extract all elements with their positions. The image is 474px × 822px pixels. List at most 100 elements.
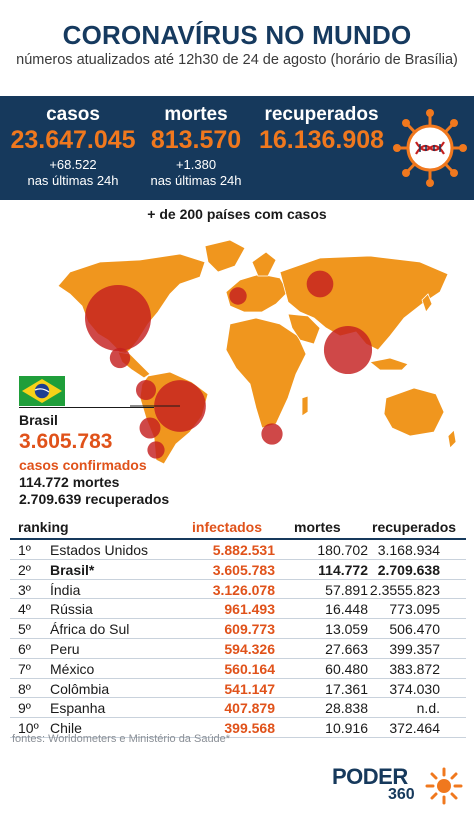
- infectados-cell: 541.147: [224, 680, 275, 697]
- landmass-japan: [421, 293, 433, 313]
- country-cell: Peru: [50, 640, 80, 657]
- mortes-cell: 10.916: [325, 720, 368, 737]
- stat-mortes-label: mortes: [164, 104, 228, 125]
- totals-banner: casos 23.647.045 +68.522 nas últimas 24h…: [0, 96, 474, 200]
- brasil-cases: 3.605.783: [19, 430, 113, 453]
- table-row: 6º Peru 594.326 27.663 399.357: [10, 639, 466, 659]
- stat-mortes: mortes 813.570 +1.380 nas últimas 24h: [142, 96, 250, 189]
- country-cell: Estados Unidos: [50, 542, 149, 558]
- header-mortes: mortes: [294, 519, 341, 535]
- table-row: 2º Brasil* 3.605.783 114.772 2.709.638: [10, 560, 466, 580]
- brasil-callout-line: [19, 407, 154, 408]
- recuperados-cell: 3.168.934: [377, 542, 440, 558]
- sun-icon: [425, 767, 463, 805]
- mortes-cell: 114.772: [318, 561, 368, 578]
- mortes-cell: 16.448: [325, 601, 368, 618]
- mortes-cell: 27.663: [325, 640, 368, 657]
- bubble-peru: [139, 417, 161, 439]
- bubble-r-ssia: [306, 270, 334, 298]
- stat-recuperados-value: 16.136.908: [258, 126, 385, 154]
- case-bubbles: [85, 270, 373, 459]
- brasil-recovered: 2.709.639 recuperados: [19, 491, 170, 507]
- landmass-new-zealand: [447, 429, 457, 449]
- poder360-logo: PODER 360: [332, 764, 466, 814]
- stat-mortes-value: 813.570: [150, 126, 242, 154]
- landmass-africa: [225, 317, 307, 429]
- rank-cell: 4º: [18, 601, 31, 618]
- ranking-table-body: 1º Estados Unidos 5.882.531 180.702 3.168.93…: [10, 540, 466, 738]
- infectados-cell: 3.605.783: [212, 561, 275, 578]
- recuperados-cell: 2.709.638: [377, 561, 440, 578]
- logo-word: PODER: [332, 764, 408, 789]
- mortes-cell: 57.891: [325, 581, 368, 598]
- virus-icon: [393, 109, 467, 187]
- rank-cell: 6º: [18, 640, 31, 657]
- recuperados-cell: 383.872: [389, 660, 440, 677]
- brasil-deaths: 114.772 mortes: [19, 474, 120, 490]
- table-row: 4º Rússia 961.493 16.448 773.095: [10, 599, 466, 620]
- bubble--ndia: [323, 325, 373, 375]
- mortes-cell: 17.361: [325, 680, 368, 697]
- sources-note: fontes: Worldometers e Ministério da Saú…: [12, 733, 231, 745]
- stat-recuperados: recuperados 16.136.908: [254, 96, 389, 154]
- mortes-cell: 60.480: [325, 660, 368, 677]
- table-row: 9º Espanha 407.879 28.838 n.d.: [10, 698, 466, 719]
- bubble-col-mbia: [135, 379, 157, 401]
- stat-casos: casos 23.647.045 +68.522 nas últimas 24h: [8, 96, 138, 189]
- countries-count: + de 200 países com casos: [147, 206, 327, 222]
- rank-cell: 5º: [18, 621, 31, 638]
- bubble-m-xico: [109, 347, 131, 369]
- bubble-estados-unidos: [85, 285, 151, 351]
- table-row: 5º África do Sul 609.773 13.059 506.470: [10, 619, 466, 639]
- rank-cell: 2º: [18, 561, 31, 578]
- stat-casos-value: 23.647.045: [10, 126, 136, 154]
- country-cell: Espanha: [50, 700, 106, 717]
- infectados-cell: 594.326: [224, 640, 275, 657]
- ranking-table: ranking infectados mortes recuperados 1º…: [10, 518, 466, 738]
- recuperados-cell: 506.470: [389, 621, 440, 638]
- page-subtitle: números atualizados até 12h30 de 24 de a…: [16, 52, 458, 68]
- brasil-name: Brasil: [19, 412, 58, 428]
- header-infectados: infectados: [192, 519, 263, 535]
- recuperados-cell: 374.030: [389, 680, 440, 697]
- page-title: CORONAVÍRUS NO MUNDO: [62, 20, 412, 50]
- header-recuperados: recuperados: [372, 519, 457, 535]
- brazil-flag-icon: [19, 376, 65, 406]
- mortes-cell: 180.702: [317, 542, 368, 558]
- infectados-cell: 961.493: [224, 601, 275, 618]
- country-cell: África do Sul: [50, 621, 130, 638]
- country-cell: Chile: [50, 720, 82, 737]
- table-row: 8º Colômbia 541.147 17.361 374.030: [10, 679, 466, 699]
- table-row: 3º Índia 3.126.078 57.891 2.3555.823: [10, 580, 466, 600]
- bubble-chile: [147, 441, 165, 459]
- landmass-scandinavia: [251, 251, 277, 277]
- landmass-greenland: [204, 239, 246, 273]
- stat-mortes-delta: +1.380: [175, 157, 217, 172]
- table-row: 10º Chile 399.568 10.916 372.464: [10, 718, 466, 738]
- infectados-cell: 560.164: [224, 660, 275, 677]
- landmass-madagascar: [301, 395, 309, 417]
- infectados-cell: 5.882.531: [212, 542, 275, 558]
- bubble--frica-do-sul: [261, 423, 283, 445]
- logo-number: 360: [388, 786, 415, 803]
- recuperados-cell: n.d.: [416, 700, 440, 717]
- stat-recuperados-label: recuperados: [264, 104, 379, 125]
- country-cell: Brasil*: [50, 561, 95, 578]
- recuperados-cell: 372.464: [389, 720, 440, 737]
- rank-cell: 7º: [18, 660, 31, 677]
- landmass-southeast-asia: [369, 357, 409, 371]
- infectados-cell: 399.568: [224, 720, 275, 737]
- stat-casos-label: casos: [46, 104, 100, 125]
- rank-cell: 1º: [18, 542, 31, 558]
- infectados-cell: 609.773: [224, 621, 275, 638]
- landmass-australia: [383, 387, 445, 437]
- recuperados-cell: 399.357: [389, 640, 440, 657]
- country-cell: Rússia: [50, 601, 93, 618]
- mortes-cell: 13.059: [325, 621, 368, 638]
- ranking-table-header: ranking infectados mortes recuperados: [10, 518, 466, 540]
- country-cell: Índia: [50, 581, 81, 598]
- table-row: 7º México 560.164 60.480 383.872: [10, 659, 466, 679]
- infectados-cell: 407.879: [224, 700, 275, 717]
- table-row: 1º Estados Unidos 5.882.531 180.702 3.168.93…: [10, 540, 466, 560]
- stat-casos-delta: +68.522: [49, 157, 97, 172]
